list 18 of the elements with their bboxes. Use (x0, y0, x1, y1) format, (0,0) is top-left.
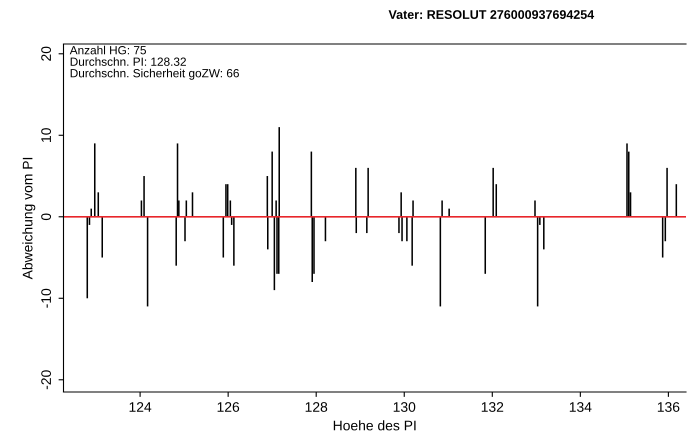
annotation: Durchschn. Sicherheit goZW: 66 (70, 68, 239, 80)
y-axis-title: Abweichung vom PI (22, 158, 36, 280)
annotation: Anzahl HG: 75 (70, 46, 146, 54)
annotation: Durchschn. PI: 128.32 (70, 57, 186, 66)
y-tick-label: 10 (41, 128, 52, 142)
x-tick-label: 134 (570, 402, 592, 412)
x-tick-label: 136 (658, 402, 680, 412)
y-tick-label: 20 (41, 46, 52, 61)
y-tick-label: -10 (41, 288, 52, 308)
x-tick-label: 130 (394, 402, 416, 412)
x-tick-label: 126 (218, 402, 240, 412)
x-tick-label: 132 (482, 402, 504, 412)
x-axis-title: Hoehe des PI (334, 420, 416, 430)
y-tick-label: 0 (41, 213, 52, 220)
chart-title: Vater: RESOLUT 276000937694254 (388, 10, 594, 19)
x-tick-label: 128 (306, 402, 328, 412)
y-tick-label: -20 (41, 370, 52, 390)
x-tick-label: 124 (130, 402, 152, 412)
